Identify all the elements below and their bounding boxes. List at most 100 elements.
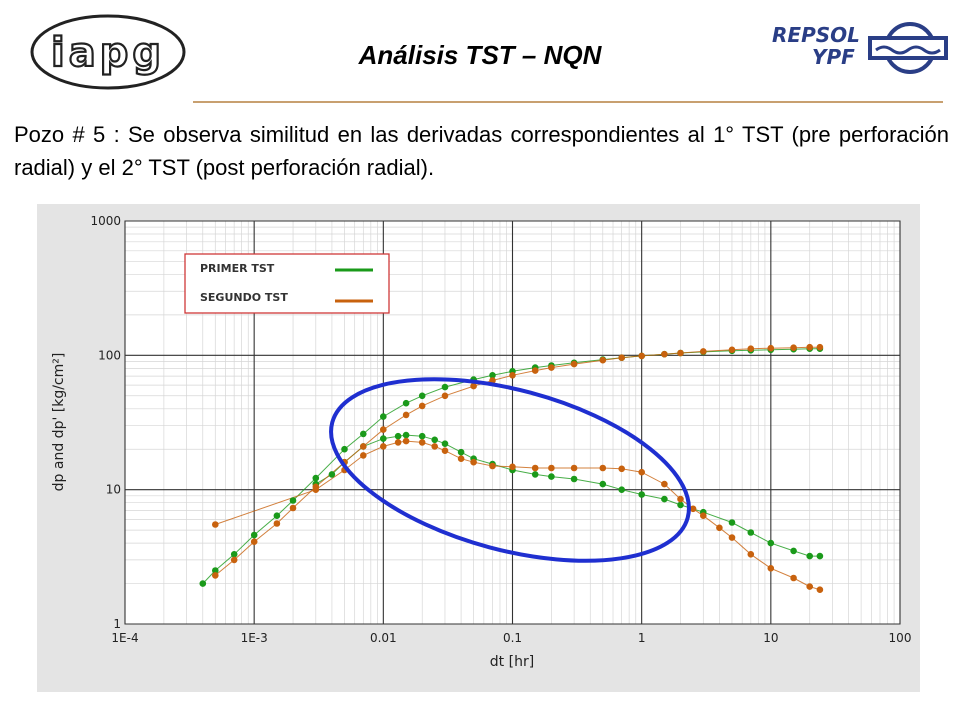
segundo-derivative-point (677, 495, 684, 503)
primer-derivative-point (747, 529, 755, 536)
primer-derivative-point (457, 448, 465, 456)
segundo-derivative-point (638, 468, 646, 476)
repsol-ypf-logo: REPSOL YPF (772, 22, 948, 74)
y-tick-label: 100 (98, 348, 121, 362)
primer-pressure-point (341, 445, 348, 453)
segundo-pressure-point (599, 356, 607, 364)
segundo-derivative-point (489, 462, 496, 470)
segundo-pressure-point (212, 572, 219, 579)
segundo-pressure-point (699, 348, 707, 355)
primer-pressure-point (230, 550, 238, 558)
legend-box: PRIMER TST SEGUNDO TST (184, 253, 390, 314)
segundo-derivative-point (470, 458, 477, 466)
grid-lines (124, 220, 901, 625)
segundo-pressure-point (548, 364, 555, 371)
primer-derivative-point (661, 495, 668, 503)
y-tick-label: 10 (106, 483, 121, 497)
primer-pressure-point (402, 399, 410, 407)
primer-derivative-point (394, 432, 402, 440)
segundo-pressure-point (418, 402, 426, 410)
primer-pressure-point (379, 413, 387, 420)
segundo-pressure-point (570, 360, 578, 368)
iapg-logo-text: iapg (51, 30, 165, 76)
repsol-emblem-icon (868, 22, 948, 74)
data-markers (199, 343, 824, 594)
x-tick-label: 0.01 (370, 631, 397, 645)
primer-derivative-point (328, 471, 336, 478)
y-tick-label: 1000 (90, 214, 121, 228)
y-axis-label: dp and dp' [kg/cm²] (51, 353, 67, 492)
slide-description: Pozo # 5 : Se observa similitud en las d… (14, 122, 949, 180)
ypf-logo-text: YPF (812, 45, 855, 69)
segundo-derivative-point (418, 439, 426, 446)
primer-derivative-point (806, 552, 814, 560)
segundo-pressure-point (677, 349, 684, 357)
segundo-pressure-point (289, 504, 297, 512)
segundo-derivative-point (379, 443, 387, 450)
primer-derivative-point (548, 473, 555, 480)
x-tick-label: 1 (638, 631, 646, 645)
segundo-derivative-point (728, 534, 736, 541)
repsol-logo-text: REPSOL (772, 23, 860, 47)
segundo-pressure-point (806, 343, 814, 351)
x-tick-label: 10 (763, 631, 778, 645)
segundo-pressure-point (230, 556, 238, 564)
primer-derivative-point (816, 552, 824, 560)
segundo-derivative-point (359, 452, 367, 459)
segundo-pressure-point (531, 367, 539, 374)
slide-title: Análisis TST – NQN (358, 40, 602, 70)
segundo-derivative-point (509, 463, 516, 471)
segundo-pressure-point (441, 392, 449, 400)
primer-derivative-point (599, 480, 607, 488)
legend-label-segundo: SEGUNDO TST (200, 291, 288, 304)
legend-label-primer: PRIMER TST (200, 262, 275, 275)
x-axis-label: dt [hr] (490, 654, 534, 670)
segundo-derivative-point (806, 583, 814, 590)
segundo-derivative-point (394, 439, 402, 446)
segundo-derivative-point (531, 464, 539, 472)
primer-derivative-point (638, 491, 646, 498)
segundo-pressure-point (379, 426, 387, 433)
y-tick-labels: 1 10 100 1000 (90, 214, 121, 631)
segundo-derivative-point (212, 521, 219, 528)
primer-pressure-point (199, 580, 207, 587)
segundo-derivative-point (441, 447, 449, 454)
segundo-derivative-point (548, 464, 555, 472)
segundo-derivative-point (570, 464, 578, 472)
x-tick-label: 0.1 (503, 631, 522, 645)
highlight-ellipse (329, 377, 691, 563)
x-tick-label: 100 (889, 631, 912, 645)
segundo-derivative-point (599, 464, 607, 472)
primer-pressure-point (250, 531, 258, 539)
segundo-derivative-point (767, 564, 775, 572)
segundo-pressure-point (470, 382, 477, 390)
segundo-derivative-point (431, 443, 439, 450)
segundo-pressure-point (402, 411, 410, 419)
primer-pressure-point (312, 474, 320, 482)
segundo-derivative-point (402, 437, 410, 445)
segundo-derivative-point (618, 465, 626, 473)
segundo-pressure-point (638, 352, 646, 360)
log-log-plot: 1E-4 1E-3 0.01 0.1 1 10 100 1 10 100 1000 dt [hr]… (51, 214, 911, 670)
primer-derivative-point (618, 486, 626, 494)
primer-derivative-point (441, 440, 449, 447)
primer-pressure-point (418, 392, 426, 400)
segundo-pressure-point (250, 538, 258, 546)
segundo-pressure-point (359, 443, 367, 450)
primer-derivative-point (570, 475, 578, 483)
primer-derivative-point (418, 432, 426, 440)
primer-derivative-point (677, 501, 684, 509)
primer-derivative-point (402, 431, 410, 439)
segundo-derivative-point (747, 550, 755, 558)
primer-pressure-point (359, 430, 367, 438)
x-tick-labels: 1E-4 1E-3 0.01 0.1 1 10 100 (111, 631, 911, 645)
primer-derivative-point (379, 435, 387, 442)
segundo-derivative-point (689, 505, 697, 513)
segundo-pressure-point (767, 344, 775, 352)
segundo-derivative-point (312, 486, 320, 494)
segundo-derivative-point (790, 574, 797, 582)
segundo-derivative-point (699, 512, 707, 520)
segundo-derivative-point (661, 480, 668, 488)
segundo-derivative-point (816, 586, 824, 594)
segundo-pressure-point (728, 346, 736, 354)
